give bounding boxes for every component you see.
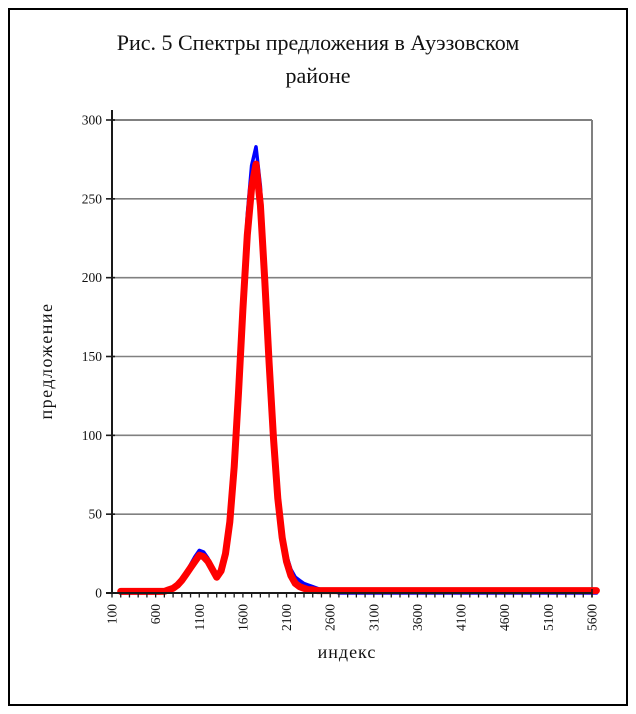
x-tick-label: 4600 xyxy=(497,604,512,631)
series-line-supply-red xyxy=(117,160,600,595)
chart-title: Рис. 5 Спектры предложения в Ауэзовском … xyxy=(0,26,636,92)
x-tick-label: 2600 xyxy=(323,604,338,631)
y-tick-label: 150 xyxy=(82,349,103,364)
x-tick-label: 1100 xyxy=(192,604,207,631)
x-tick-label: 2100 xyxy=(279,604,294,631)
x-tick-label: 5100 xyxy=(541,604,556,631)
chart-title-line-1: Рис. 5 Спектры предложения в Ауэзовском xyxy=(116,30,520,55)
x-tick-label: 3100 xyxy=(366,604,381,631)
x-tick-label: 5600 xyxy=(585,604,600,631)
y-tick-label: 250 xyxy=(82,191,103,206)
y-tick-label: 200 xyxy=(82,270,103,285)
x-tick-label: 100 xyxy=(105,604,120,625)
y-tick-label: 50 xyxy=(89,507,103,522)
y-tick-label: 300 xyxy=(82,113,103,128)
x-tick-label: 3600 xyxy=(410,604,425,631)
x-tick-label: 4100 xyxy=(454,604,469,631)
series-line-supply-blue xyxy=(118,145,599,595)
chart-title-line-2: районе xyxy=(285,63,351,88)
y-tick-label: 100 xyxy=(82,428,103,443)
x-tick-label: 600 xyxy=(148,604,163,625)
x-tick-label: 1600 xyxy=(235,604,250,631)
x-axis-title: индекс xyxy=(317,642,377,662)
y-tick-label: 0 xyxy=(95,586,102,601)
